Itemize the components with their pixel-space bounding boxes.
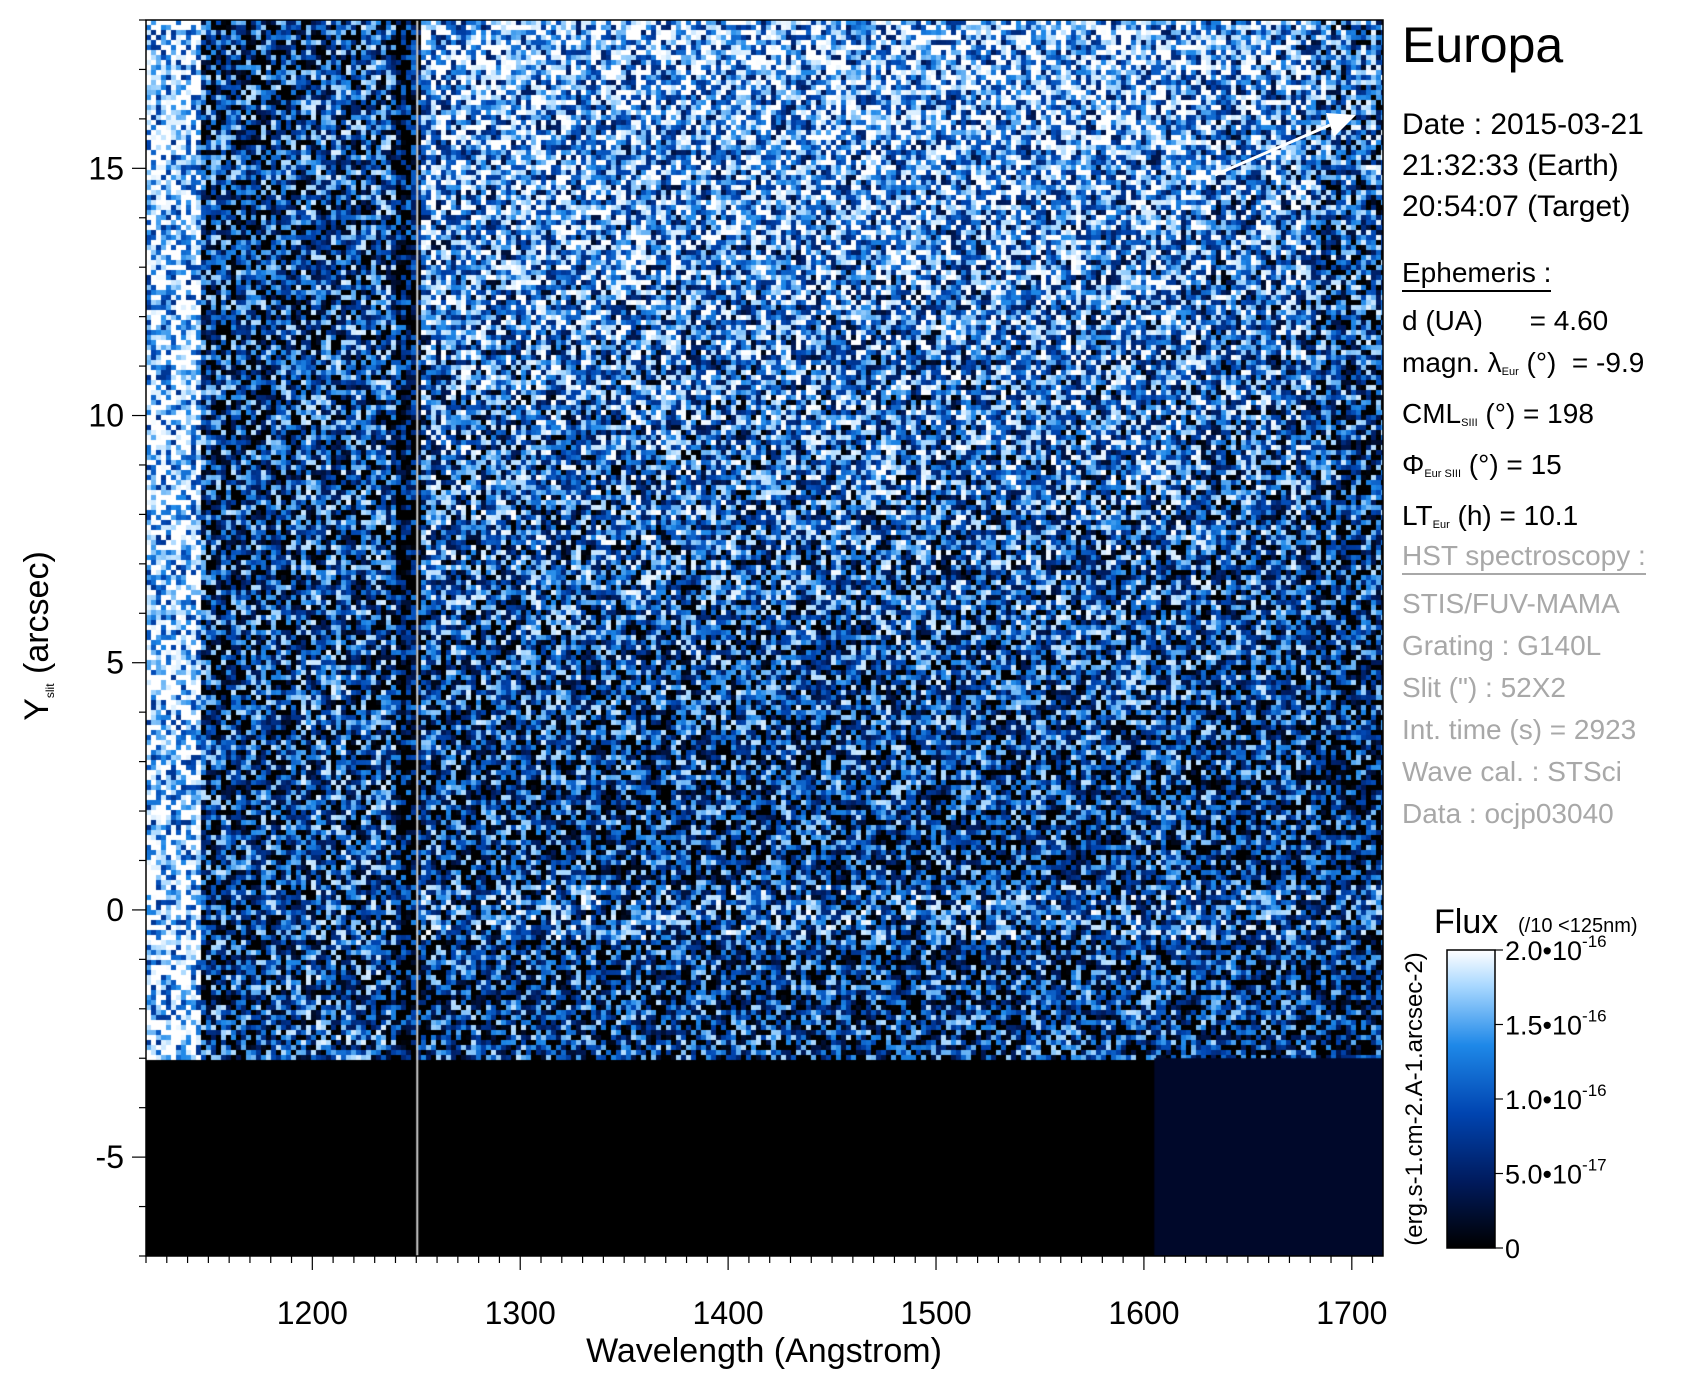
colorbar: Flux (/10 <125nm) 0 5.0•10-17 1.0•10-16 1.5… — [1401, 903, 1638, 1264]
ephemeris-block: d (UA) = 4.60 magn. λEur (°) = -9.9 CMLSII… — [1402, 300, 1644, 546]
hst-line: Data : ocjp03040 — [1402, 798, 1614, 829]
x-tick-label: 1500 — [900, 1295, 971, 1331]
hst-block: STIS/FUV-MAMA Grating : G140L Slit (") : 5… — [1402, 583, 1636, 835]
x-tick-label: 1400 — [693, 1295, 764, 1331]
y-axis-label: Yslit (arcsec) — [18, 551, 57, 721]
date-line: 21:32:33 (Earth) — [1402, 149, 1619, 182]
hst-line: STIS/FUV-MAMA — [1402, 588, 1620, 619]
heatmap-image — [145, 19, 1384, 1257]
hst-line: Slit (") : 52X2 — [1402, 672, 1566, 703]
ephemeris-line: d (UA) = 4.60 — [1402, 305, 1609, 336]
colorbar-tick-label: 1.0•10-16 — [1505, 1081, 1607, 1115]
ephemeris-line: ΦEur SIII (°) = 15 — [1402, 449, 1562, 480]
y-axis: -5 0 5 10 15 — [88, 19, 146, 1257]
y-axis-label-rest: (arcsec) — [18, 551, 56, 683]
colorbar-gradient — [1446, 949, 1496, 1249]
x-tick-label: 1200 — [277, 1295, 348, 1331]
colorbar-tick-label: 2.0•10-16 — [1505, 932, 1607, 966]
date-line: Date : 2015-03-21 — [1402, 108, 1644, 141]
colorbar-unit-label: (erg.s-1.cm-2.A-1.arcsec-2) — [1401, 952, 1428, 1245]
colorbar-tick-label: 1.5•10-16 — [1505, 1007, 1607, 1041]
heatmap-pixels — [146, 20, 1383, 1256]
ephemeris-line: magn. λEur (°) = -9.9 — [1402, 347, 1645, 378]
y-tick-label: 0 — [106, 892, 124, 928]
y-tick-label: 15 — [88, 150, 124, 186]
colorbar-note: (/10 <125nm) — [1518, 915, 1638, 937]
plot-frame — [145, 19, 1384, 1257]
hst-line: Wave cal. : STSci — [1402, 756, 1622, 787]
svg-text:Yslit (arcsec): Yslit (arcsec) — [18, 551, 57, 721]
date-line: 20:54:07 (Target) — [1402, 190, 1631, 223]
x-axis: 1200 1300 1400 1500 1600 1700 — [145, 1256, 1387, 1331]
hst-title: HST spectroscopy : — [1402, 540, 1646, 575]
x-axis-label: Wavelength (Angstrom) — [586, 1332, 942, 1370]
colorbar-tick-label: 5.0•10-17 — [1505, 1156, 1607, 1190]
x-tick-label: 1700 — [1316, 1295, 1387, 1331]
colorbar-title: Flux — [1434, 903, 1498, 941]
x-tick-label: 1600 — [1108, 1295, 1179, 1331]
y-tick-label: 10 — [88, 398, 124, 434]
y-tick-label: 5 — [106, 645, 124, 681]
ephemeris-title: Ephemeris : — [1402, 257, 1552, 292]
ephemeris-line: CMLSIII (°) = 198 — [1402, 398, 1594, 429]
hst-line: Grating : G140L — [1402, 630, 1602, 661]
y-tick-label: -5 — [96, 1139, 124, 1175]
colorbar-tick-label: 0 — [1505, 1234, 1520, 1264]
y-axis-label-main: Y — [18, 698, 56, 721]
date-block: Date : 2015-03-21 21:32:33 (Earth) 20:54:0… — [1402, 104, 1644, 227]
colorbar-ticks: 0 5.0•10-17 1.0•10-16 1.5•10-16 2.0•10-16 — [1495, 932, 1607, 1264]
hst-line: Int. time (s) = 2923 — [1402, 714, 1637, 745]
ephemeris-line: LTEur (h) = 10.1 — [1402, 500, 1579, 531]
direction-arrow — [1214, 113, 1356, 177]
target-name: Europa — [1402, 17, 1564, 73]
y-axis-label-sub: slit — [43, 683, 57, 698]
svg-text:(erg.s-1.cm-2.A-1.arcsec-2): (erg.s-1.cm-2.A-1.arcsec-2) — [1401, 952, 1428, 1245]
x-tick-label: 1300 — [485, 1295, 556, 1331]
